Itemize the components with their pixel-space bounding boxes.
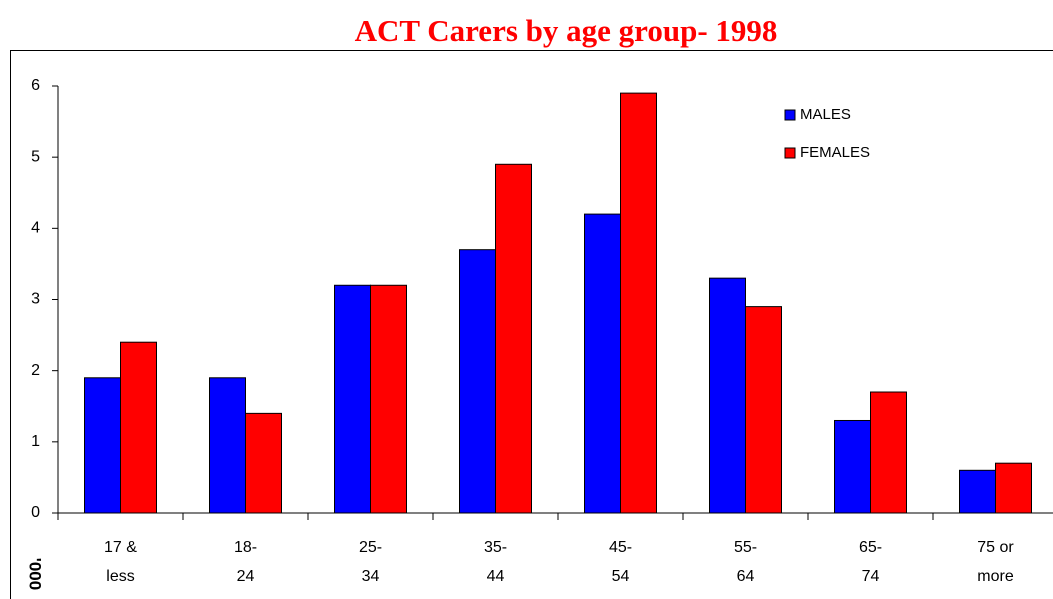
bar (84, 377, 121, 514)
x-tick-label: 18- (234, 539, 257, 556)
x-tick-label: less (106, 568, 134, 585)
x-tick-label: 25- (359, 539, 382, 556)
x-tick-label: 44 (487, 568, 505, 585)
y-tick-label: 1 (31, 433, 40, 450)
x-tick-label: 75 or (977, 539, 1014, 556)
bar (745, 306, 782, 514)
x-tick-label: 74 (862, 568, 880, 585)
x-tick-label: 35- (484, 539, 507, 556)
x-tick-label: 45- (609, 539, 632, 556)
x-tick-label: 54 (612, 568, 630, 585)
bar (370, 284, 407, 514)
legend-swatch (784, 147, 796, 159)
bar (334, 284, 371, 514)
chart-title: ACT Carers by age group- 1998 (355, 13, 778, 48)
bar (120, 341, 157, 514)
x-tick-label: 55- (734, 539, 757, 556)
x-tick-label: 24 (237, 568, 255, 585)
y-axis-label: '000 (26, 558, 45, 590)
bar (709, 277, 746, 514)
legend-label: FEMALES (800, 144, 870, 161)
bar (245, 412, 282, 514)
bar (620, 92, 657, 514)
bar (995, 462, 1032, 514)
bar (870, 391, 907, 514)
bar (959, 469, 996, 514)
bar (495, 163, 532, 514)
y-tick-label: 2 (31, 362, 40, 379)
y-tick-label: 6 (31, 77, 40, 94)
x-tick-label: more (977, 568, 1014, 585)
bar (209, 377, 246, 514)
y-tick-label: 5 (31, 148, 40, 165)
legend-swatch (784, 109, 796, 121)
bar (459, 249, 496, 514)
bar (584, 213, 621, 514)
y-tick-label: 3 (31, 291, 40, 308)
x-tick-label: 17 & (104, 539, 137, 556)
x-tick-label: 64 (737, 568, 755, 585)
y-tick-label: 4 (31, 220, 40, 237)
chart-frame (10, 50, 1053, 599)
y-tick-label: 0 (31, 504, 40, 521)
bar (834, 419, 871, 514)
x-tick-label: 65- (859, 539, 882, 556)
legend-label: MALES (800, 106, 851, 123)
x-tick-label: 34 (362, 568, 380, 585)
